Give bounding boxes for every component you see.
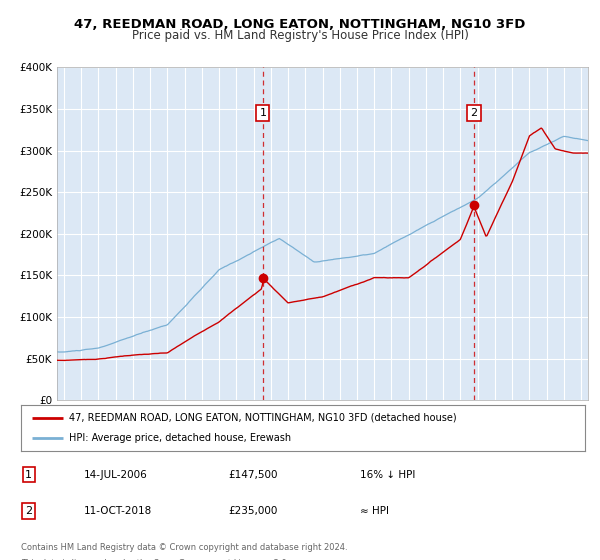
Text: HPI: Average price, detached house, Erewash: HPI: Average price, detached house, Erew…	[69, 433, 291, 443]
Text: ≈ HPI: ≈ HPI	[360, 506, 389, 516]
Text: This data is licensed under the Open Government Licence v3.0.: This data is licensed under the Open Gov…	[21, 558, 289, 560]
Text: Price paid vs. HM Land Registry's House Price Index (HPI): Price paid vs. HM Land Registry's House …	[131, 29, 469, 42]
Text: 2: 2	[25, 506, 32, 516]
Text: 1: 1	[259, 108, 266, 118]
Text: 16% ↓ HPI: 16% ↓ HPI	[360, 470, 415, 479]
Text: 14-JUL-2006: 14-JUL-2006	[84, 470, 148, 479]
Text: 1: 1	[25, 470, 32, 479]
Text: 11-OCT-2018: 11-OCT-2018	[84, 506, 152, 516]
Text: Contains HM Land Registry data © Crown copyright and database right 2024.: Contains HM Land Registry data © Crown c…	[21, 543, 347, 552]
Text: 2: 2	[470, 108, 478, 118]
Text: 47, REEDMAN ROAD, LONG EATON, NOTTINGHAM, NG10 3FD: 47, REEDMAN ROAD, LONG EATON, NOTTINGHAM…	[74, 18, 526, 31]
Text: £235,000: £235,000	[228, 506, 277, 516]
Text: 47, REEDMAN ROAD, LONG EATON, NOTTINGHAM, NG10 3FD (detached house): 47, REEDMAN ROAD, LONG EATON, NOTTINGHAM…	[69, 413, 457, 423]
Text: £147,500: £147,500	[228, 470, 277, 479]
